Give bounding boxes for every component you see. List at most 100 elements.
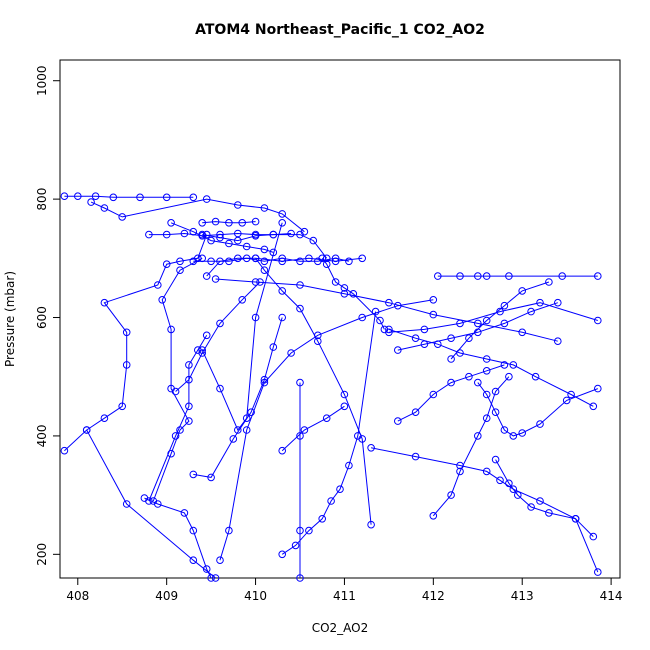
data-point bbox=[189, 193, 198, 202]
series-line bbox=[64, 195, 194, 198]
data-point bbox=[122, 328, 131, 337]
data-point bbox=[185, 375, 193, 384]
data-point bbox=[447, 355, 455, 363]
data-point bbox=[554, 337, 562, 346]
profile-series bbox=[198, 219, 287, 434]
data-point bbox=[500, 319, 509, 328]
profile-series bbox=[60, 426, 220, 582]
data-point bbox=[296, 526, 304, 535]
data-point bbox=[456, 319, 464, 328]
data-point bbox=[189, 227, 198, 236]
profile-series bbox=[171, 278, 264, 396]
data-point bbox=[145, 230, 153, 239]
data-point bbox=[185, 402, 193, 411]
data-point bbox=[518, 328, 527, 337]
series-line bbox=[64, 429, 216, 579]
series-line bbox=[193, 257, 350, 262]
data-point bbox=[211, 574, 220, 582]
series-line bbox=[281, 311, 377, 555]
profile-series bbox=[278, 307, 380, 559]
data-point bbox=[554, 298, 562, 307]
data-point bbox=[536, 298, 544, 307]
series-line bbox=[495, 459, 594, 537]
data-point bbox=[465, 334, 473, 343]
data-point bbox=[242, 414, 251, 423]
data-point bbox=[171, 387, 180, 396]
data-point bbox=[411, 452, 420, 461]
data-point bbox=[225, 239, 233, 248]
profile-series bbox=[198, 217, 260, 227]
series-line bbox=[152, 257, 203, 502]
data-point bbox=[242, 426, 251, 434]
x-axis: 408 409 410 411 412 413 414 bbox=[66, 578, 623, 603]
data-point bbox=[327, 497, 335, 505]
series-line bbox=[255, 258, 372, 525]
data-point bbox=[509, 485, 518, 494]
series-line bbox=[321, 257, 385, 330]
data-point bbox=[527, 307, 535, 316]
data-point bbox=[251, 232, 260, 240]
data-point bbox=[385, 298, 393, 307]
data-point bbox=[385, 325, 393, 334]
profile-series bbox=[189, 254, 353, 266]
data-point bbox=[589, 532, 598, 541]
data-point bbox=[87, 198, 95, 206]
data-point bbox=[296, 304, 304, 313]
data-point bbox=[247, 408, 255, 417]
data-point bbox=[482, 467, 491, 476]
data-point bbox=[136, 193, 144, 202]
data-point bbox=[349, 290, 358, 298]
data-point bbox=[305, 526, 313, 535]
data-point bbox=[456, 467, 464, 476]
data-point bbox=[358, 435, 367, 443]
data-point bbox=[358, 254, 367, 263]
y-axis-label: Pressure (mbar) bbox=[3, 271, 17, 367]
data-point bbox=[167, 219, 175, 227]
data-point bbox=[340, 290, 349, 298]
data-point bbox=[594, 316, 602, 325]
data-point bbox=[474, 432, 482, 440]
data-point bbox=[149, 497, 158, 505]
data-point bbox=[100, 298, 109, 307]
data-point bbox=[509, 361, 518, 369]
data-point bbox=[482, 367, 491, 375]
data-point bbox=[287, 229, 295, 238]
data-point bbox=[202, 195, 211, 203]
data-point bbox=[300, 227, 309, 236]
data-point bbox=[456, 272, 464, 280]
data-point bbox=[100, 414, 109, 423]
series-line bbox=[371, 447, 599, 573]
profile-series bbox=[211, 275, 562, 346]
data-point bbox=[394, 346, 402, 354]
data-point bbox=[238, 296, 246, 304]
series-line bbox=[201, 222, 283, 431]
data-point bbox=[82, 426, 91, 434]
data-point bbox=[189, 526, 198, 535]
data-point bbox=[176, 257, 184, 266]
data-point bbox=[500, 426, 509, 434]
data-point bbox=[158, 296, 166, 304]
data-point bbox=[225, 526, 233, 535]
data-point bbox=[331, 254, 340, 263]
series-line bbox=[397, 364, 505, 422]
data-point bbox=[278, 254, 287, 263]
data-point bbox=[340, 390, 349, 399]
data-point bbox=[185, 417, 193, 425]
data-point bbox=[505, 372, 513, 381]
data-point bbox=[545, 278, 553, 286]
y-tick-label: 200 bbox=[35, 543, 49, 566]
data-point bbox=[345, 257, 353, 266]
data-point bbox=[278, 446, 287, 455]
data-point bbox=[74, 192, 82, 200]
data-point bbox=[229, 435, 238, 443]
series-line bbox=[215, 278, 558, 342]
data-point bbox=[505, 272, 513, 280]
data-point bbox=[482, 414, 491, 423]
data-point bbox=[122, 500, 131, 508]
data-point bbox=[251, 278, 260, 286]
data-point bbox=[447, 334, 455, 343]
data-point bbox=[358, 313, 367, 322]
data-point bbox=[465, 372, 473, 381]
data-point bbox=[491, 455, 500, 464]
